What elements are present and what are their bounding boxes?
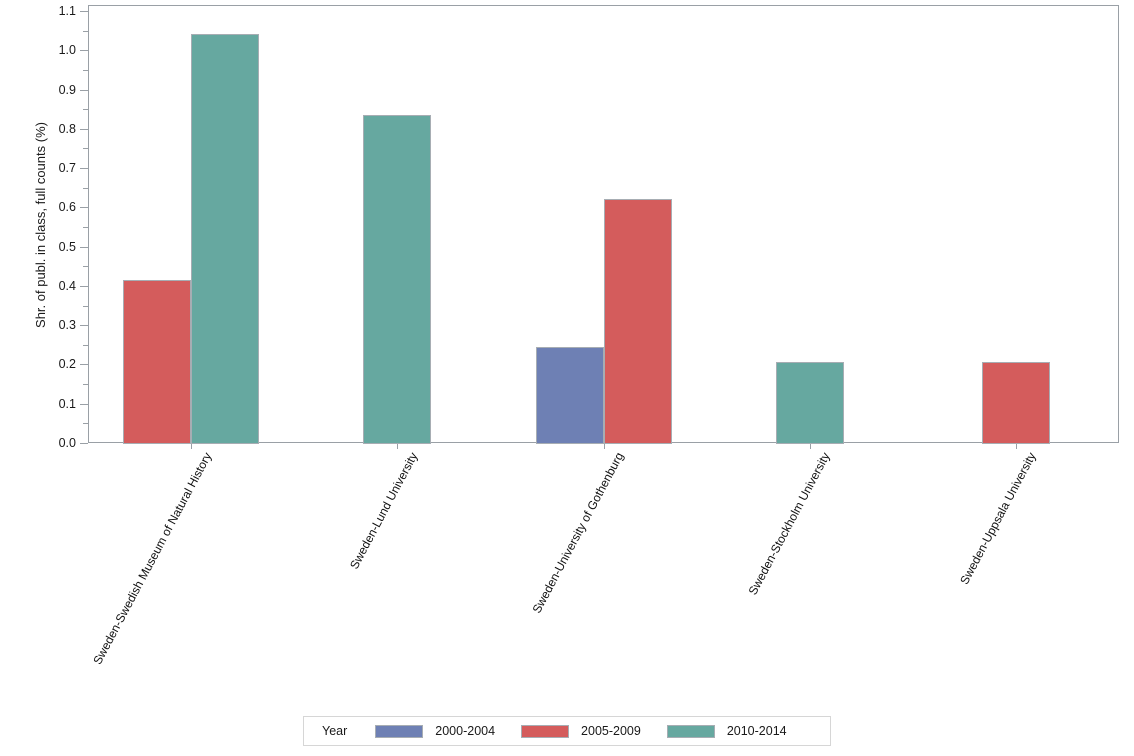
- y-tick-mark: [80, 364, 88, 366]
- bar[interactable]: [535, 347, 604, 444]
- y-minor-tick-mark: [83, 423, 88, 425]
- legend-title: Year: [322, 724, 348, 738]
- y-minor-tick-mark: [83, 109, 88, 111]
- legend-label: 2005-2009: [581, 724, 641, 738]
- y-tick-label: 0.4: [58, 278, 76, 293]
- x-axis-label-anchor: Sweden-Stockholm University: [746, 450, 833, 597]
- y-tick-label: 1.1: [58, 4, 76, 18]
- y-minor-tick-mark: [83, 187, 88, 189]
- y-tick-label: 0.9: [58, 82, 76, 97]
- legend: Year 2000-2004 2005-2009 2010-2014: [303, 716, 831, 746]
- y-tick-mark: [80, 403, 88, 405]
- y-tick-label: 1.0: [58, 43, 76, 58]
- y-tick-label: 0.5: [58, 239, 76, 254]
- x-tick-mark: [191, 444, 193, 449]
- y-tick-mark: [80, 246, 88, 248]
- y-minor-tick-mark: [83, 384, 88, 386]
- bar[interactable]: [191, 33, 260, 444]
- x-axis-label-anchor: Sweden-Uppsala University: [958, 450, 1040, 587]
- y-tick-mark: [80, 325, 88, 327]
- bar[interactable]: [603, 199, 672, 444]
- bar[interactable]: [775, 362, 844, 444]
- x-axis-label: Sweden-University of Gothenburg: [529, 450, 627, 616]
- y-minor-tick-mark: [83, 30, 88, 32]
- y-tick-mark: [80, 50, 88, 52]
- x-axis-label: Sweden-Uppsala University: [957, 450, 1040, 587]
- y-tick-mark: [80, 11, 88, 12]
- y-minor-tick-mark: [83, 148, 88, 150]
- bar[interactable]: [123, 280, 192, 444]
- legend-label: 2000-2004: [435, 724, 496, 738]
- legend-entries: 2000-2004 2005-2009 2010-2014: [375, 724, 812, 738]
- y-tick-label: 0.3: [58, 318, 76, 333]
- y-tick-mark: [80, 207, 88, 209]
- x-tick-mark: [1015, 444, 1017, 449]
- y-minor-tick-mark: [83, 266, 88, 268]
- x-tick-mark: [603, 444, 605, 449]
- x-axis-label-anchor: Sweden-University of Gothenburg: [530, 450, 627, 616]
- y-minor-tick-mark: [83, 305, 88, 307]
- y-tick-mark: [80, 285, 88, 287]
- x-axis-label: Sweden-Stockholm University: [745, 450, 834, 598]
- y-minor-tick-mark: [83, 344, 88, 346]
- legend-color-swatch: [666, 724, 715, 738]
- legend-color-swatch: [521, 724, 570, 738]
- y-tick-mark: [80, 128, 88, 130]
- legend-label: 2010-2014: [726, 724, 787, 738]
- y-tick-label: 0.8: [58, 121, 76, 136]
- x-axis-label: Sweden-Lund University: [347, 450, 421, 572]
- y-minor-tick-mark: [83, 227, 88, 228]
- x-axis-label-anchor: Sweden-Lund University: [347, 450, 420, 571]
- y-tick-mark: [80, 443, 88, 444]
- bar[interactable]: [981, 362, 1050, 444]
- y-axis-title: Shr. of publ. in class, full counts (%): [33, 122, 48, 328]
- y-tick-label: 0.6: [58, 200, 76, 215]
- bars-layer: [89, 6, 1118, 444]
- bar[interactable]: [363, 115, 432, 444]
- y-tick-label: 0.7: [58, 161, 76, 176]
- legend-entry[interactable]: 2010-2014: [666, 724, 787, 738]
- legend-color-swatch: [375, 724, 424, 738]
- y-tick-mark: [80, 168, 88, 170]
- y-tick-label: 0.1: [58, 396, 76, 411]
- plot-area: [88, 5, 1119, 444]
- legend-entry[interactable]: 2005-2009: [521, 724, 641, 738]
- y-tick-label: 0.0: [58, 436, 76, 450]
- y-tick-mark: [80, 89, 88, 91]
- x-tick-mark: [397, 444, 399, 449]
- legend-entry[interactable]: 2000-2004: [375, 724, 495, 738]
- x-tick-mark: [809, 444, 811, 449]
- x-axis-label-anchor: Sweden-Swedish Museum of Natural History: [90, 450, 214, 667]
- y-minor-tick-mark: [83, 69, 88, 71]
- y-tick-label: 0.2: [58, 357, 76, 372]
- x-axis-label: Sweden-Swedish Museum of Natural History: [90, 450, 215, 667]
